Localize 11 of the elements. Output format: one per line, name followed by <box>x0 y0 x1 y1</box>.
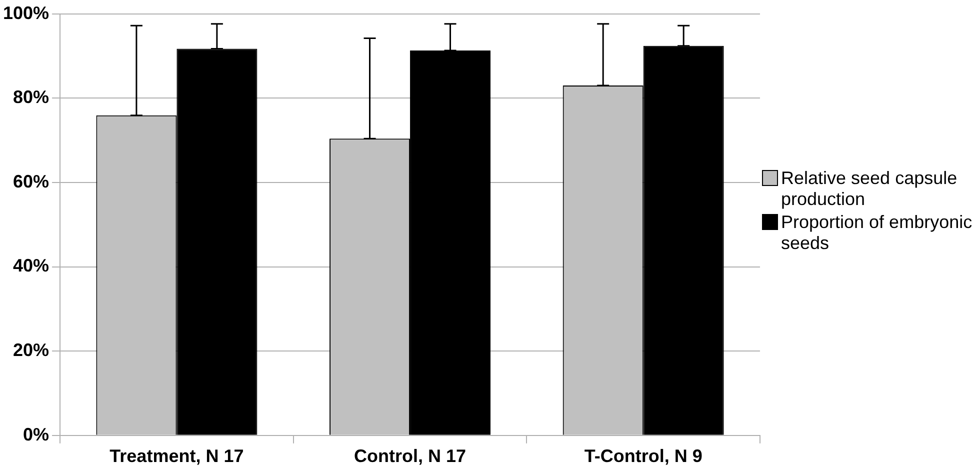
x-tick-label: T-Control, N 9 <box>584 446 702 466</box>
y-tick-label: 80% <box>13 87 50 108</box>
y-tick-label: 0% <box>23 424 50 444</box>
y-tick-label: 100% <box>2 2 50 23</box>
legend-label: Proportion of embryonic seeds <box>781 212 974 254</box>
y-tick-label: 20% <box>13 340 50 360</box>
legend-label: Relative seed capsule production <box>781 168 958 210</box>
y-tick-label: 40% <box>13 256 50 276</box>
x-tick-label: Treatment, N 17 <box>110 446 244 466</box>
y-tick-label: 60% <box>13 171 50 192</box>
x-tick-label: Control, N 17 <box>354 446 466 466</box>
